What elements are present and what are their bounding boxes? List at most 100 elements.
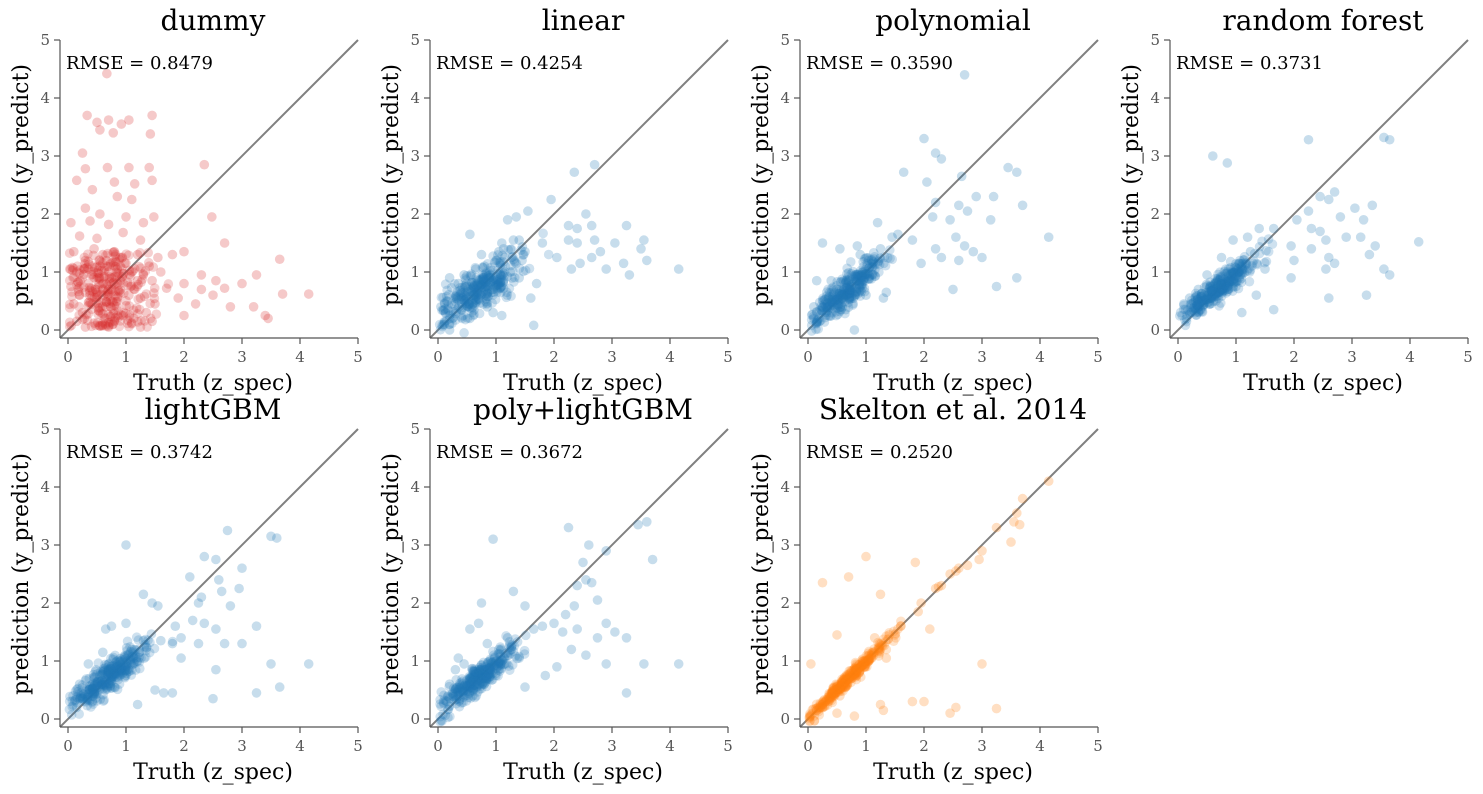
data-point bbox=[91, 664, 101, 675]
data-point bbox=[1203, 287, 1213, 298]
data-point bbox=[489, 275, 499, 286]
data-point bbox=[854, 287, 865, 297]
data-point bbox=[483, 282, 493, 292]
x-axis-label: Truth (z_spec) bbox=[873, 371, 1033, 396]
data-point bbox=[838, 276, 849, 286]
data-point bbox=[100, 302, 111, 312]
data-point bbox=[858, 659, 868, 669]
data-point bbox=[487, 276, 497, 286]
data-point bbox=[77, 693, 87, 703]
data-point bbox=[877, 641, 888, 651]
data-point bbox=[826, 311, 836, 321]
data-point bbox=[124, 310, 135, 320]
data-point bbox=[71, 702, 82, 713]
data-point bbox=[832, 303, 843, 313]
data-point bbox=[472, 682, 482, 693]
data-point bbox=[110, 249, 121, 260]
y-tick-label: 3 bbox=[410, 147, 420, 165]
data-point bbox=[104, 271, 114, 282]
data-point bbox=[481, 270, 492, 281]
data-point bbox=[826, 284, 837, 294]
data-point bbox=[491, 282, 502, 293]
data-point bbox=[1210, 278, 1221, 289]
data-point bbox=[496, 275, 506, 285]
data-point bbox=[572, 624, 582, 634]
data-point bbox=[1185, 299, 1196, 309]
data-point bbox=[977, 252, 987, 263]
data-point bbox=[840, 676, 851, 686]
data-point bbox=[132, 275, 143, 286]
data-point bbox=[852, 289, 863, 299]
data-point bbox=[473, 669, 484, 680]
data-point bbox=[1231, 263, 1241, 273]
y-tick-label: 2 bbox=[410, 594, 420, 612]
data-point bbox=[454, 682, 465, 693]
data-point bbox=[636, 244, 646, 254]
data-point bbox=[850, 672, 861, 682]
data-point bbox=[467, 669, 478, 680]
data-point bbox=[830, 297, 840, 308]
data-point bbox=[74, 231, 85, 241]
data-point bbox=[945, 569, 955, 579]
data-point bbox=[864, 270, 875, 281]
data-point bbox=[482, 299, 492, 309]
data-point bbox=[126, 670, 137, 680]
data-point bbox=[813, 704, 824, 714]
data-point bbox=[105, 301, 116, 312]
data-point bbox=[98, 689, 108, 700]
data-point bbox=[857, 279, 867, 289]
data-point bbox=[97, 321, 108, 331]
data-point bbox=[451, 308, 461, 319]
data-point bbox=[836, 686, 846, 696]
data-point bbox=[851, 286, 862, 296]
data-point bbox=[135, 235, 146, 245]
data-point bbox=[838, 682, 848, 692]
data-point bbox=[468, 675, 478, 686]
data-point bbox=[1247, 258, 1258, 269]
data-point bbox=[106, 621, 117, 631]
data-point bbox=[814, 316, 825, 327]
data-point bbox=[837, 676, 847, 686]
data-point bbox=[469, 668, 480, 679]
data-point bbox=[1240, 258, 1251, 268]
data-point bbox=[471, 676, 481, 687]
data-point bbox=[1226, 269, 1236, 280]
data-point bbox=[514, 263, 525, 274]
data-point bbox=[820, 696, 831, 707]
data-point bbox=[837, 681, 847, 691]
data-point bbox=[453, 691, 463, 702]
data-point bbox=[465, 680, 476, 690]
data-point bbox=[487, 658, 498, 668]
data-point bbox=[481, 664, 492, 675]
data-point bbox=[1186, 307, 1197, 318]
data-point bbox=[112, 271, 123, 281]
data-point bbox=[881, 644, 892, 655]
data-point bbox=[501, 648, 511, 659]
data-point bbox=[84, 259, 94, 269]
data-point bbox=[457, 313, 467, 324]
data-point bbox=[844, 288, 854, 298]
data-point bbox=[129, 313, 139, 324]
data-point bbox=[492, 255, 502, 266]
data-point bbox=[1261, 256, 1272, 267]
data-point bbox=[930, 244, 941, 254]
data-point bbox=[85, 298, 96, 308]
data-point bbox=[484, 663, 495, 674]
data-point bbox=[843, 669, 854, 680]
data-point bbox=[486, 287, 497, 298]
data-point bbox=[467, 685, 478, 695]
data-point bbox=[439, 317, 450, 328]
data-point bbox=[440, 279, 451, 289]
data-point bbox=[75, 692, 86, 703]
data-point bbox=[844, 286, 855, 297]
data-point bbox=[825, 692, 836, 703]
data-point bbox=[94, 255, 105, 265]
data-point bbox=[1219, 280, 1230, 290]
data-point bbox=[480, 677, 491, 688]
data-point bbox=[473, 294, 484, 304]
data-point bbox=[92, 267, 103, 278]
data-point bbox=[489, 276, 499, 287]
data-point bbox=[474, 667, 484, 678]
data-point bbox=[1214, 287, 1225, 298]
data-point bbox=[523, 206, 533, 216]
